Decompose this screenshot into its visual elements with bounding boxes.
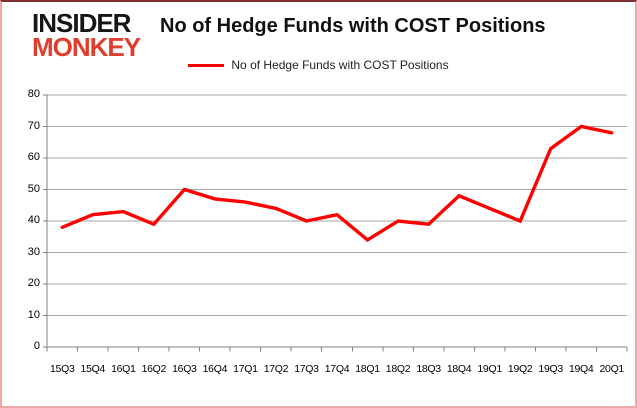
y-axis-label: 20	[27, 277, 40, 289]
x-axis-label: 15Q4	[80, 363, 106, 375]
chart-title: No of Hedge Funds with COST Positions	[160, 15, 546, 37]
y-axis-label: 80	[27, 88, 40, 100]
x-axis-label: 16Q3	[172, 363, 197, 375]
x-axis-label: 17Q2	[263, 363, 289, 375]
x-axis-label: 19Q2	[507, 363, 533, 375]
legend-label: No of Hedge Funds with COST Positions	[231, 58, 449, 72]
x-axis-label: 15Q3	[50, 363, 75, 375]
x-axis-label: 16Q2	[141, 363, 167, 375]
y-axis-label: 10	[27, 308, 40, 321]
insider-monkey-logo: INSIDER MONKEY	[32, 8, 162, 62]
x-axis-label: 18Q2	[385, 363, 411, 375]
x-axis-label: 18Q3	[416, 363, 441, 375]
x-axis-label: 17Q1	[233, 363, 258, 375]
x-axis-label: 19Q3	[538, 363, 563, 375]
y-axis-label: 50	[27, 182, 40, 195]
x-axis-label: 16Q4	[202, 363, 228, 375]
data-series-line	[60, 124, 614, 242]
legend-line-swatch	[188, 63, 225, 67]
x-axis-label: 19Q1	[477, 363, 502, 375]
x-axis-label: 20Q1	[599, 363, 624, 375]
y-axis-label: 60	[27, 151, 40, 163]
logo-line2: MONKEY	[32, 31, 141, 62]
x-axis-label: 17Q3	[294, 363, 319, 375]
x-axis-label: 16Q1	[111, 363, 136, 375]
x-axis-label: 19Q4	[568, 363, 594, 375]
x-axis-label: 17Q4	[324, 363, 350, 375]
legend: No of Hedge Funds with COST Positions	[2, 57, 635, 73]
y-axis-label: 40	[27, 214, 40, 226]
y-axis-label: 0	[33, 340, 40, 352]
y-axis-label: 30	[27, 245, 40, 258]
x-axis-label: 18Q4	[446, 363, 472, 375]
x-axis-label: 18Q1	[355, 363, 380, 375]
logo-line1: INSIDER	[32, 8, 131, 38]
y-axis-label: 70	[27, 119, 40, 132]
